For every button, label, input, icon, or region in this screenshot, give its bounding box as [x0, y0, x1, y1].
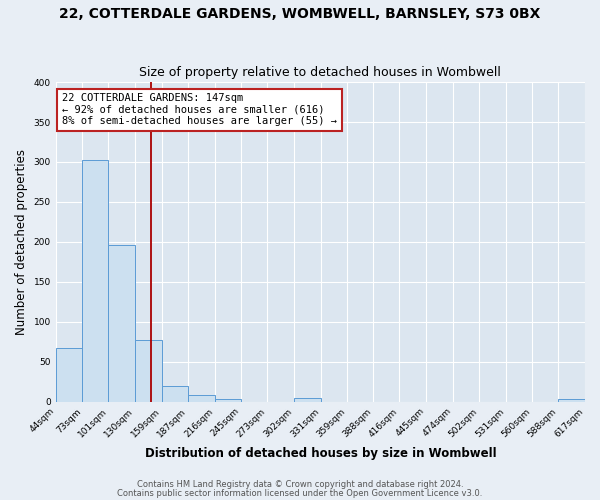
Bar	[294, 398, 321, 402]
Text: 22, COTTERDALE GARDENS, WOMBWELL, BARNSLEY, S73 0BX: 22, COTTERDALE GARDENS, WOMBWELL, BARNSL…	[59, 8, 541, 22]
Y-axis label: Number of detached properties: Number of detached properties	[15, 149, 28, 335]
Bar	[215, 398, 241, 402]
Bar	[162, 386, 188, 402]
Bar	[56, 348, 82, 402]
X-axis label: Distribution of detached houses by size in Wombwell: Distribution of detached houses by size …	[145, 447, 496, 460]
Text: Contains HM Land Registry data © Crown copyright and database right 2024.: Contains HM Land Registry data © Crown c…	[137, 480, 463, 489]
Text: Contains public sector information licensed under the Open Government Licence v3: Contains public sector information licen…	[118, 488, 482, 498]
Title: Size of property relative to detached houses in Wombwell: Size of property relative to detached ho…	[139, 66, 501, 80]
Bar	[558, 400, 585, 402]
Text: 22 COTTERDALE GARDENS: 147sqm
← 92% of detached houses are smaller (616)
8% of s: 22 COTTERDALE GARDENS: 147sqm ← 92% of d…	[62, 93, 337, 126]
Bar	[82, 160, 109, 402]
Bar	[135, 340, 162, 402]
Bar	[188, 394, 215, 402]
Bar	[109, 245, 135, 402]
